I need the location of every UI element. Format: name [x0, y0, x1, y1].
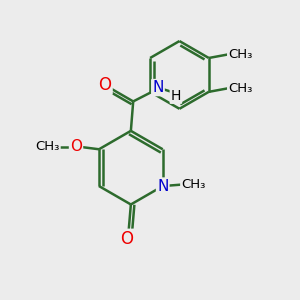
Text: O: O — [121, 230, 134, 248]
Text: N: N — [152, 80, 164, 95]
Text: CH₃: CH₃ — [181, 178, 206, 191]
Text: N: N — [157, 178, 168, 194]
Text: H: H — [171, 89, 181, 103]
Text: CH₃: CH₃ — [228, 82, 253, 95]
Text: CH₃: CH₃ — [35, 140, 60, 153]
Text: CH₃: CH₃ — [228, 48, 253, 61]
Text: O: O — [98, 76, 111, 94]
Text: O: O — [70, 140, 82, 154]
